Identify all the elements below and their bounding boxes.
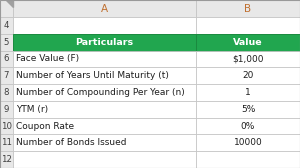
Text: Face Value (F): Face Value (F)	[16, 54, 79, 64]
Bar	[0, 151, 13, 168]
Bar	[196, 0, 300, 17]
Bar	[13, 51, 196, 67]
Bar	[196, 67, 300, 84]
Text: B: B	[244, 4, 252, 13]
Bar	[13, 67, 196, 84]
Text: YTM (r): YTM (r)	[16, 105, 48, 114]
Bar	[13, 101, 196, 118]
Bar	[196, 34, 300, 51]
Bar	[0, 0, 13, 17]
Bar	[13, 34, 196, 51]
Text: 5%: 5%	[241, 105, 255, 114]
Text: Number of Compounding Per Year (n): Number of Compounding Per Year (n)	[16, 88, 185, 97]
Text: 5: 5	[4, 38, 9, 47]
Bar	[0, 134, 13, 151]
Text: 0%: 0%	[241, 122, 255, 131]
Text: $1,000: $1,000	[232, 54, 264, 64]
Text: 20: 20	[242, 71, 254, 80]
Text: 9: 9	[4, 105, 9, 114]
Text: Value: Value	[233, 38, 263, 47]
Text: 1: 1	[245, 88, 251, 97]
Text: 6: 6	[4, 54, 9, 64]
Bar	[0, 34, 13, 51]
Text: 8: 8	[4, 88, 9, 97]
Text: Number of Bonds Issued: Number of Bonds Issued	[16, 138, 127, 147]
Bar	[196, 84, 300, 101]
Text: 11: 11	[1, 138, 12, 147]
Text: 10: 10	[1, 122, 12, 131]
Bar	[13, 118, 196, 134]
Text: Coupon Rate: Coupon Rate	[16, 122, 74, 131]
Bar	[196, 17, 300, 34]
Bar	[196, 134, 300, 151]
Text: 10000: 10000	[234, 138, 262, 147]
Bar	[0, 67, 13, 84]
Bar	[0, 84, 13, 101]
Text: Particulars: Particulars	[75, 38, 134, 47]
Polygon shape	[6, 0, 13, 7]
Bar	[196, 101, 300, 118]
Bar	[0, 17, 13, 34]
Bar	[13, 151, 196, 168]
Bar	[0, 101, 13, 118]
Text: 4: 4	[4, 21, 9, 30]
Bar	[0, 51, 13, 67]
Bar	[13, 134, 196, 151]
Bar	[0, 118, 13, 134]
Text: Number of Years Until Maturity (t): Number of Years Until Maturity (t)	[16, 71, 169, 80]
Text: 7: 7	[4, 71, 9, 80]
Bar	[13, 84, 196, 101]
Bar	[196, 51, 300, 67]
Bar	[13, 17, 196, 34]
Bar	[13, 0, 196, 17]
Text: 12: 12	[1, 155, 12, 164]
Bar	[196, 118, 300, 134]
Text: A: A	[101, 4, 108, 13]
Bar	[196, 151, 300, 168]
